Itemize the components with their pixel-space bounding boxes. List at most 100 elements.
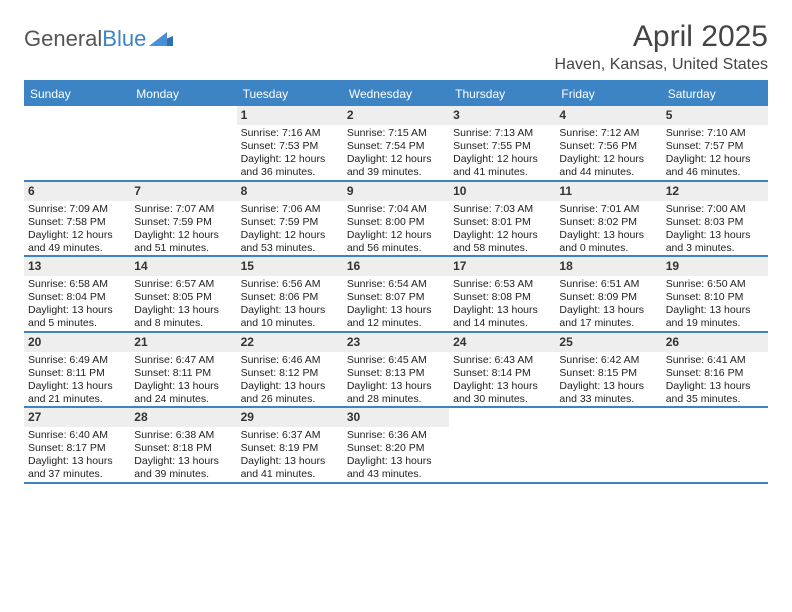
sunrise-line: Sunrise: 6:45 AM <box>347 354 445 367</box>
weeks-container: 1Sunrise: 7:16 AMSunset: 7:53 PMDaylight… <box>24 106 768 484</box>
sunrise-line: Sunrise: 6:51 AM <box>559 278 657 291</box>
day-number: 27 <box>24 408 130 427</box>
day-number: 17 <box>449 257 555 276</box>
sunrise-line: Sunrise: 6:57 AM <box>134 278 232 291</box>
daylight-line: Daylight: 13 hours <box>453 380 551 393</box>
sunset-line: Sunset: 7:55 PM <box>453 140 551 153</box>
day-number: 26 <box>662 333 768 352</box>
sunrise-line: Sunrise: 6:54 AM <box>347 278 445 291</box>
day-body: Sunrise: 6:49 AMSunset: 8:11 PMDaylight:… <box>24 352 130 407</box>
day-number: 22 <box>237 333 343 352</box>
day-cell: 8Sunrise: 7:06 AMSunset: 7:59 PMDaylight… <box>237 182 343 256</box>
daylight-line: Daylight: 13 hours <box>559 229 657 242</box>
sunset-line: Sunset: 8:14 PM <box>453 367 551 380</box>
sunrise-line: Sunrise: 7:01 AM <box>559 203 657 216</box>
daylight-line: Daylight: 13 hours <box>666 304 764 317</box>
sunrise-line: Sunrise: 7:15 AM <box>347 127 445 140</box>
day-number: 8 <box>237 182 343 201</box>
daylight-line: Daylight: 12 hours <box>559 153 657 166</box>
daylight-line: Daylight: 13 hours <box>666 229 764 242</box>
day-number: 12 <box>662 182 768 201</box>
day-body: Sunrise: 6:57 AMSunset: 8:05 PMDaylight:… <box>130 276 236 331</box>
sunrise-line: Sunrise: 6:42 AM <box>559 354 657 367</box>
day-cell <box>130 106 236 180</box>
week-row: 20Sunrise: 6:49 AMSunset: 8:11 PMDayligh… <box>24 333 768 409</box>
daylight-line: Daylight: 13 hours <box>559 380 657 393</box>
day-number <box>130 106 236 125</box>
daylight-line: and 51 minutes. <box>134 242 232 255</box>
day-number <box>662 408 768 427</box>
daylight-line: and 44 minutes. <box>559 166 657 179</box>
sunset-line: Sunset: 7:53 PM <box>241 140 339 153</box>
title-block: April 2025 Haven, Kansas, United States <box>555 20 768 74</box>
daylight-line: and 19 minutes. <box>666 317 764 330</box>
day-body: Sunrise: 7:15 AMSunset: 7:54 PMDaylight:… <box>343 125 449 180</box>
day-number: 24 <box>449 333 555 352</box>
sunrise-line: Sunrise: 6:41 AM <box>666 354 764 367</box>
sunrise-line: Sunrise: 7:13 AM <box>453 127 551 140</box>
day-cell <box>555 408 661 482</box>
day-number: 9 <box>343 182 449 201</box>
day-body: Sunrise: 6:42 AMSunset: 8:15 PMDaylight:… <box>555 352 661 407</box>
daylight-line: and 41 minutes. <box>453 166 551 179</box>
sunset-line: Sunset: 8:10 PM <box>666 291 764 304</box>
day-body: Sunrise: 6:36 AMSunset: 8:20 PMDaylight:… <box>343 427 449 482</box>
sunrise-line: Sunrise: 7:10 AM <box>666 127 764 140</box>
day-number <box>449 408 555 427</box>
daylight-line: and 41 minutes. <box>241 468 339 481</box>
day-number <box>24 106 130 125</box>
daylight-line: and 8 minutes. <box>134 317 232 330</box>
dayname-sunday: Sunday <box>24 82 130 106</box>
day-cell: 28Sunrise: 6:38 AMSunset: 8:18 PMDayligh… <box>130 408 236 482</box>
daylight-line: and 49 minutes. <box>28 242 126 255</box>
day-number: 28 <box>130 408 236 427</box>
daylight-line: Daylight: 13 hours <box>347 304 445 317</box>
sunrise-line: Sunrise: 6:53 AM <box>453 278 551 291</box>
day-number: 1 <box>237 106 343 125</box>
sunset-line: Sunset: 7:54 PM <box>347 140 445 153</box>
daylight-line: and 37 minutes. <box>28 468 126 481</box>
sunset-line: Sunset: 8:06 PM <box>241 291 339 304</box>
day-body: Sunrise: 7:06 AMSunset: 7:59 PMDaylight:… <box>237 201 343 256</box>
sunset-line: Sunset: 8:11 PM <box>28 367 126 380</box>
daylight-line: and 0 minutes. <box>559 242 657 255</box>
day-cell: 9Sunrise: 7:04 AMSunset: 8:00 PMDaylight… <box>343 182 449 256</box>
sunset-line: Sunset: 7:59 PM <box>134 216 232 229</box>
page-header: GeneralBlue April 2025 Haven, Kansas, Un… <box>24 20 768 74</box>
day-body: Sunrise: 7:03 AMSunset: 8:01 PMDaylight:… <box>449 201 555 256</box>
daylight-line: and 28 minutes. <box>347 393 445 406</box>
day-cell: 5Sunrise: 7:10 AMSunset: 7:57 PMDaylight… <box>662 106 768 180</box>
daylight-line: and 58 minutes. <box>453 242 551 255</box>
daylight-line: and 10 minutes. <box>241 317 339 330</box>
daylight-line: Daylight: 12 hours <box>347 153 445 166</box>
sunset-line: Sunset: 7:59 PM <box>241 216 339 229</box>
day-body: Sunrise: 6:37 AMSunset: 8:19 PMDaylight:… <box>237 427 343 482</box>
day-body: Sunrise: 7:10 AMSunset: 7:57 PMDaylight:… <box>662 125 768 180</box>
dayname-row: Sunday Monday Tuesday Wednesday Thursday… <box>24 82 768 106</box>
sunset-line: Sunset: 8:07 PM <box>347 291 445 304</box>
sunrise-line: Sunrise: 6:37 AM <box>241 429 339 442</box>
day-cell <box>24 106 130 180</box>
daylight-line: and 35 minutes. <box>666 393 764 406</box>
sunset-line: Sunset: 8:01 PM <box>453 216 551 229</box>
daylight-line: Daylight: 12 hours <box>241 229 339 242</box>
sunrise-line: Sunrise: 7:09 AM <box>28 203 126 216</box>
sunset-line: Sunset: 8:08 PM <box>453 291 551 304</box>
day-cell: 24Sunrise: 6:43 AMSunset: 8:14 PMDayligh… <box>449 333 555 407</box>
daylight-line: and 24 minutes. <box>134 393 232 406</box>
day-number: 29 <box>237 408 343 427</box>
sunrise-line: Sunrise: 7:00 AM <box>666 203 764 216</box>
daylight-line: Daylight: 13 hours <box>347 455 445 468</box>
day-body: Sunrise: 6:51 AMSunset: 8:09 PMDaylight:… <box>555 276 661 331</box>
day-number: 14 <box>130 257 236 276</box>
daylight-line: Daylight: 13 hours <box>134 380 232 393</box>
day-cell: 29Sunrise: 6:37 AMSunset: 8:19 PMDayligh… <box>237 408 343 482</box>
sunset-line: Sunset: 8:15 PM <box>559 367 657 380</box>
week-row: 1Sunrise: 7:16 AMSunset: 7:53 PMDaylight… <box>24 106 768 182</box>
sunrise-line: Sunrise: 7:06 AM <box>241 203 339 216</box>
day-cell: 15Sunrise: 6:56 AMSunset: 8:06 PMDayligh… <box>237 257 343 331</box>
flag-icon <box>149 28 173 51</box>
day-cell: 6Sunrise: 7:09 AMSunset: 7:58 PMDaylight… <box>24 182 130 256</box>
day-number: 19 <box>662 257 768 276</box>
daylight-line: Daylight: 13 hours <box>241 455 339 468</box>
